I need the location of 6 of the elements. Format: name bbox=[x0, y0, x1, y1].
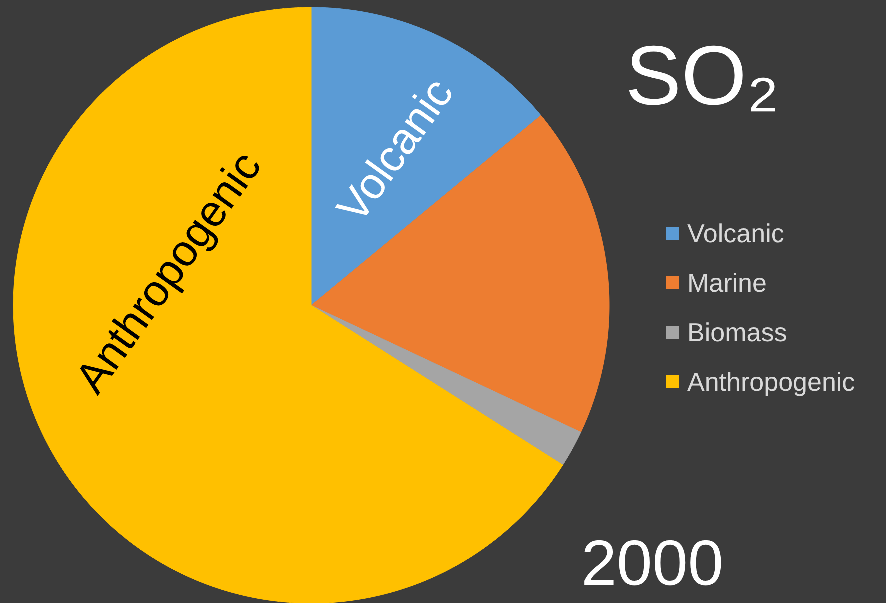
chart-title: SO₂ bbox=[626, 28, 780, 122]
legend-label: Anthropogenic bbox=[688, 367, 856, 397]
legend-label: Volcanic bbox=[688, 218, 784, 248]
text: 2000 bbox=[581, 527, 724, 599]
legend-label: Biomass bbox=[688, 318, 788, 348]
legend-label: Marine bbox=[688, 268, 767, 298]
